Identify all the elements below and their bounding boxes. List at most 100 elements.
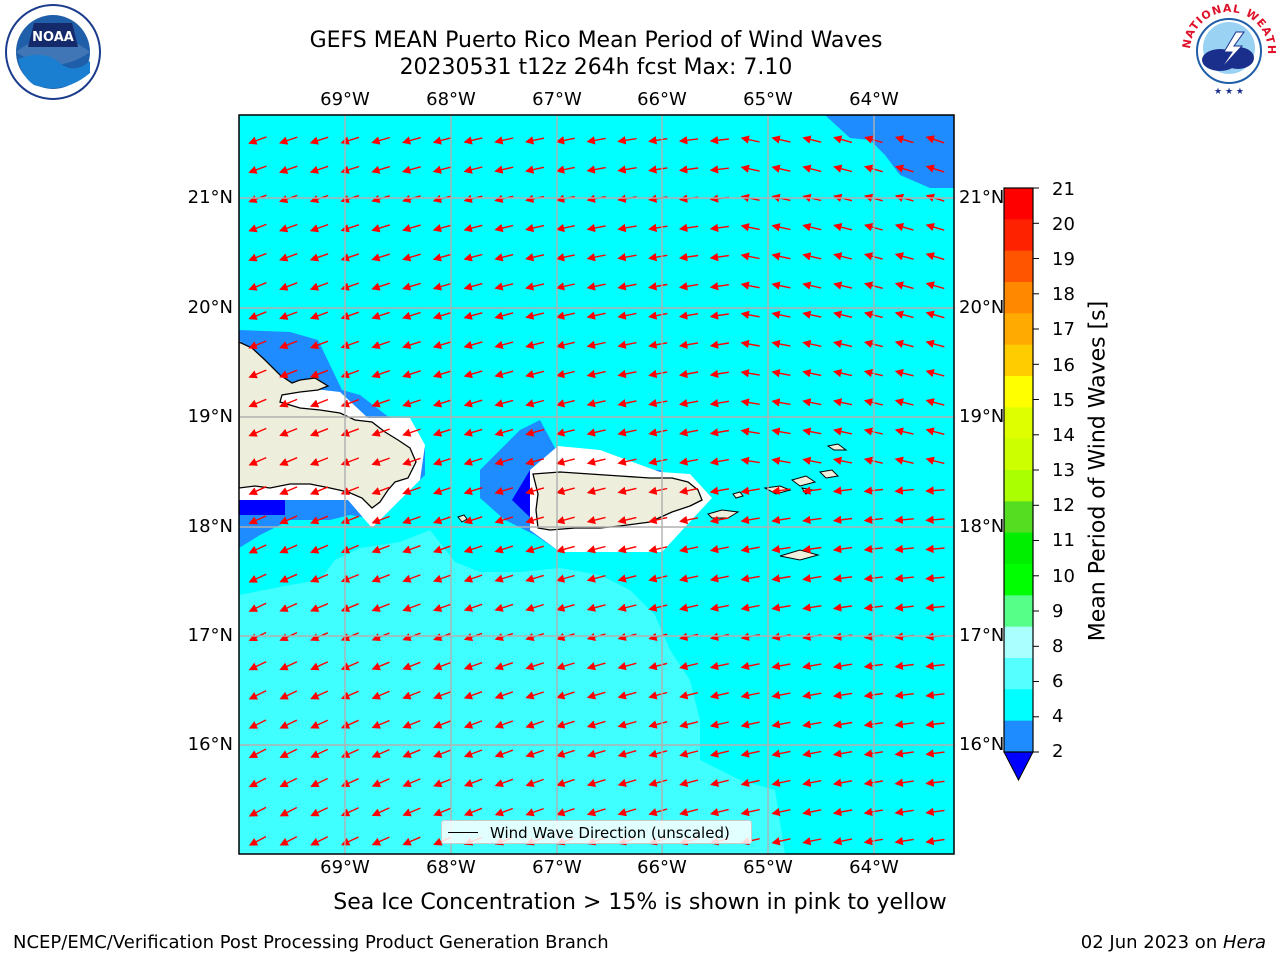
wave-direction-arrow — [525, 370, 545, 379]
colorbar-tick: 4 — [1052, 706, 1064, 727]
map-frame — [238, 114, 955, 855]
wave-direction-arrow — [279, 806, 298, 817]
wave-direction-arrow — [802, 398, 822, 407]
wave-direction-arrow — [248, 311, 267, 320]
wave-direction-arrow — [617, 136, 637, 145]
wave-direction-arrow — [401, 136, 421, 145]
wave-direction-arrow — [463, 311, 483, 320]
wave-direction-arrow — [371, 544, 390, 554]
wave-direction-arrow — [894, 135, 914, 144]
wave-direction-arrow — [432, 603, 452, 612]
wave-direction-arrow — [433, 720, 452, 729]
wave-direction-arrow — [709, 136, 729, 145]
wave-direction-arrow — [309, 165, 329, 174]
wave-direction-arrow — [648, 778, 668, 787]
wave-direction-arrow — [832, 603, 853, 612]
wave-direction-arrow — [371, 661, 390, 671]
lat-label-right: 19°N — [959, 406, 1005, 427]
wave-direction-arrow — [463, 399, 483, 408]
lat-label-left: 16°N — [187, 734, 233, 755]
wave-direction-arrow — [802, 486, 822, 495]
wave-direction-arrow — [279, 777, 298, 788]
wave-direction-arrow — [802, 807, 822, 817]
wave-direction-arrow — [832, 749, 853, 758]
wave-direction-arrow — [494, 778, 514, 788]
wave-direction-arrow — [802, 574, 822, 583]
wave-direction-arrow — [433, 778, 452, 788]
wave-direction-arrow — [894, 544, 914, 554]
wave-direction-arrow — [802, 720, 822, 729]
wave-direction-arrow — [679, 778, 699, 787]
wave-direction-arrow — [925, 281, 945, 290]
wave-direction-arrow — [494, 136, 514, 145]
wave-direction-arrow — [433, 807, 452, 817]
wave-direction-arrow — [279, 369, 298, 379]
wave-direction-arrow — [925, 573, 945, 583]
wave-direction-arrow — [586, 603, 606, 612]
wave-direction-arrow — [402, 778, 421, 788]
wave-direction-arrow — [617, 749, 637, 758]
colorbar-tick: 8 — [1052, 636, 1064, 657]
wave-direction-arrow — [802, 164, 822, 173]
wave-direction-arrow — [617, 369, 637, 379]
wave-direction-arrow — [740, 281, 760, 290]
wave-direction-arrow — [433, 749, 452, 758]
wave-direction-arrow — [555, 282, 575, 291]
wave-direction-arrow — [709, 282, 730, 291]
colorbar-segment — [1004, 282, 1033, 314]
wave-direction-arrow — [586, 311, 606, 320]
lat-label-left: 19°N — [187, 406, 233, 427]
wave-direction-arrow — [617, 662, 637, 671]
wave-direction-arrow — [555, 545, 575, 554]
wave-direction-arrow — [463, 574, 483, 583]
wave-direction-arrow — [648, 691, 668, 700]
wave-direction-arrow — [925, 339, 945, 348]
wave-direction-arrow — [494, 749, 514, 758]
wave-direction-arrow — [556, 749, 575, 758]
lat-label-right: 20°N — [959, 297, 1005, 318]
wave-direction-arrow — [802, 135, 822, 144]
wave-direction-arrow — [894, 515, 914, 524]
wave-direction-arrow — [925, 398, 945, 407]
wave-direction-arrow — [709, 603, 729, 612]
wave-direction-arrow — [740, 545, 760, 554]
wave-direction-arrow — [525, 253, 545, 262]
wave-direction-arrow — [771, 574, 791, 583]
wave-direction-arrow — [648, 311, 668, 320]
wave-direction-arrow — [679, 749, 699, 758]
wave-direction-arrow — [802, 252, 822, 261]
wave-direction-arrow — [617, 720, 637, 729]
wave-direction-arrow — [432, 165, 452, 174]
wave-direction-arrow — [556, 720, 575, 729]
wave-direction-arrow — [617, 603, 637, 612]
wave-direction-arrow — [555, 486, 575, 495]
wave-direction-arrow — [555, 223, 575, 233]
lon-label-top: 66°W — [637, 89, 687, 110]
wave-direction-arrow — [894, 339, 914, 348]
wave-direction-arrow — [463, 282, 483, 291]
wave-direction-arrow — [248, 252, 267, 262]
wave-direction-arrow — [555, 369, 575, 379]
wave-direction-arrow — [832, 690, 853, 700]
wave-direction-arrow — [432, 311, 452, 320]
wave-direction-arrow — [402, 515, 421, 525]
colorbar-tick: 20 — [1052, 214, 1075, 235]
lat-label-right: 18°N — [959, 516, 1005, 537]
wave-direction-arrow — [648, 282, 668, 291]
colorbar-segment — [1004, 219, 1033, 252]
sea-ice-note: Sea Ice Concentration > 15% is shown in … — [333, 890, 947, 915]
wave-direction-arrow — [402, 690, 421, 700]
wave-direction-arrow — [709, 574, 729, 583]
wave-direction-arrow — [740, 339, 760, 349]
wave-direction-arrow — [309, 311, 329, 320]
lon-label-bottom: 69°W — [320, 857, 370, 878]
wave-direction-arrow — [432, 136, 452, 145]
wave-direction-arrow — [894, 690, 914, 700]
wave-direction-arrow — [833, 398, 853, 407]
wave-direction-arrow — [248, 748, 267, 758]
wave-direction-arrow — [463, 807, 483, 817]
wave-direction-arrow — [771, 427, 791, 436]
wave-direction-arrow — [617, 457, 637, 466]
colorbar-segment — [1004, 313, 1033, 346]
